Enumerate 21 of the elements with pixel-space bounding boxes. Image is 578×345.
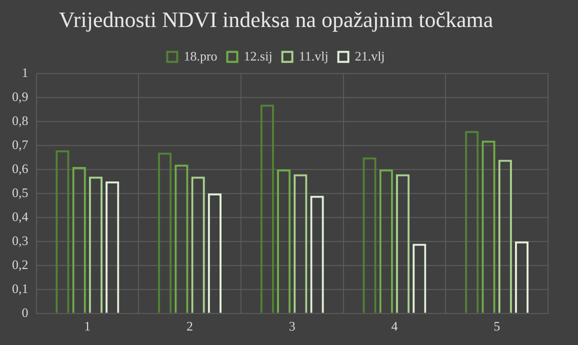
y-tick-label: 0,9 xyxy=(12,88,28,104)
y-tick-label: 0,5 xyxy=(12,184,28,200)
y-tick-label: 0,8 xyxy=(12,112,28,128)
x-tick-label: 5 xyxy=(494,318,500,334)
chart-title: Vrijednosti NDVI indeksa na opažajnim točkama xyxy=(58,6,494,32)
y-tick-label: 0,6 xyxy=(12,160,29,176)
y-tick-label: 0,1 xyxy=(12,280,28,296)
legend-label: 18.pro xyxy=(184,48,218,64)
y-tick-label: 0 xyxy=(22,304,28,320)
legend-label: 11.vlj xyxy=(298,48,328,64)
x-tick-label: 2 xyxy=(186,318,194,334)
y-tick-label: 1 xyxy=(22,64,28,80)
legend-label: 21.vlj xyxy=(354,48,385,64)
y-tick-label: 0,7 xyxy=(12,136,29,152)
x-tick-label: 1 xyxy=(84,318,91,334)
legend-label: 12.sij xyxy=(244,48,272,64)
y-tick-label: 0,2 xyxy=(12,256,28,272)
y-tick-label: 0,4 xyxy=(12,208,29,224)
y-tick-label: 0,3 xyxy=(12,232,28,248)
x-tick-label: 3 xyxy=(288,318,296,334)
x-tick-label: 4 xyxy=(391,318,398,334)
